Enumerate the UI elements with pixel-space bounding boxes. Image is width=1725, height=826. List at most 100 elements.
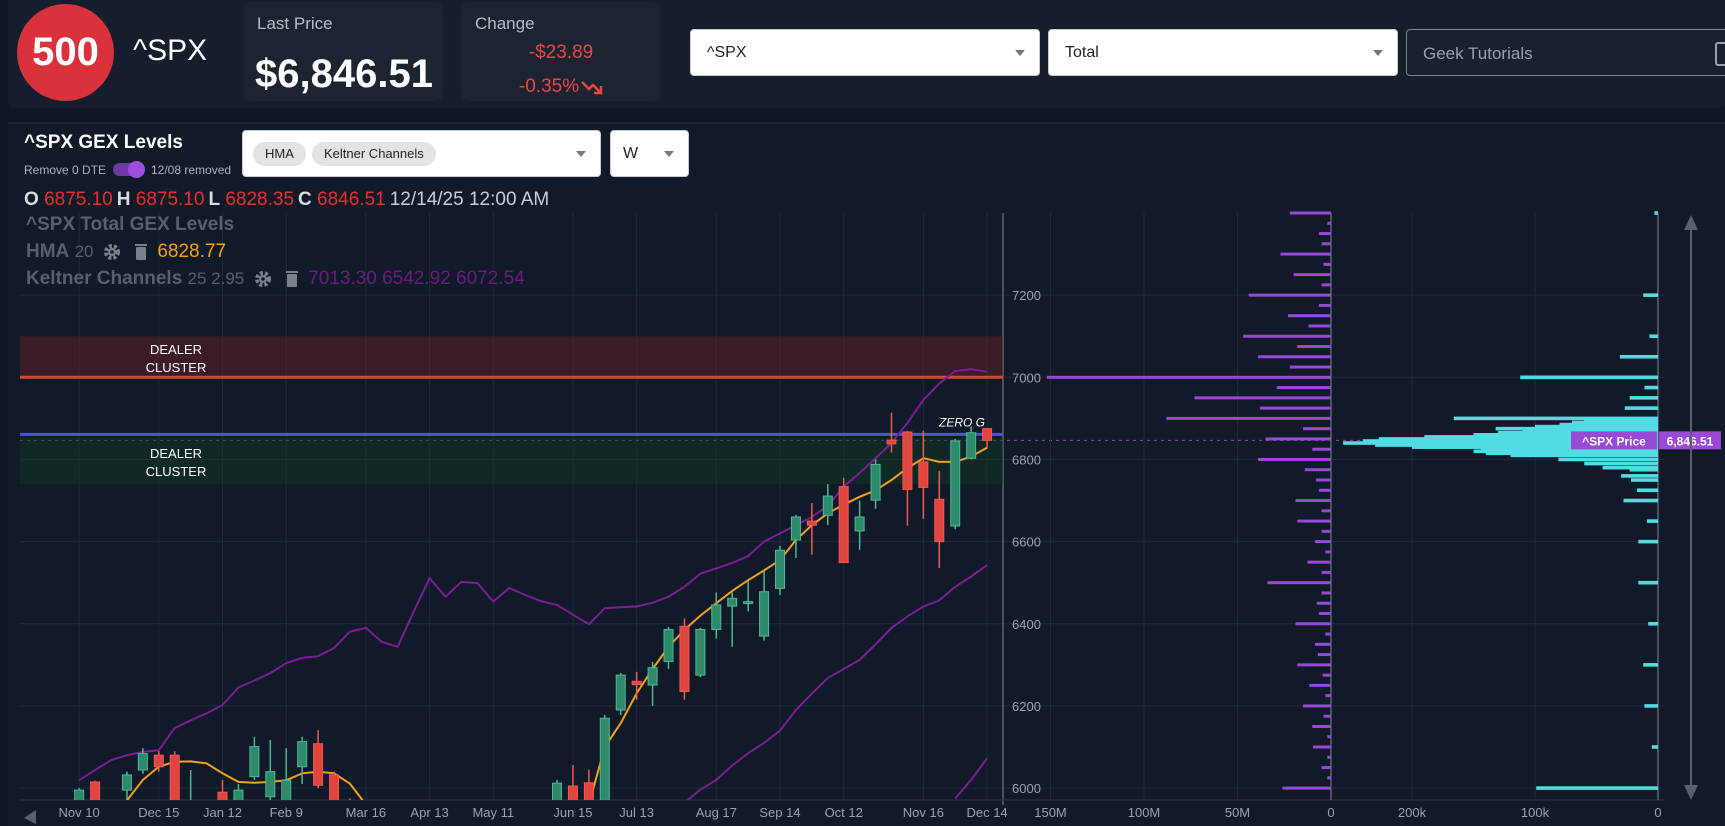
gex-bar <box>1289 211 1331 215</box>
candle <box>249 736 260 780</box>
dealer-cluster-upper-label-2: CLUSTER <box>146 360 207 375</box>
x-tick-label: Feb 9 <box>270 805 303 820</box>
gex-bar <box>1321 283 1331 287</box>
legend-hma-name: HMA <box>26 241 70 262</box>
x-tick-label: Nov 10 <box>59 805 100 820</box>
candle-body <box>169 754 180 800</box>
gex-bar <box>1309 683 1331 687</box>
high-value: 6875.10 <box>135 189 205 210</box>
candle <box>153 751 164 772</box>
candle <box>775 545 786 596</box>
indicator-chip-keltner[interactable]: Keltner Channels <box>312 142 436 166</box>
gear-icon[interactable] <box>254 270 272 288</box>
candle-body <box>615 674 626 711</box>
tutorials-search-input[interactable] <box>1421 40 1685 68</box>
candle <box>297 736 308 784</box>
low-label: L <box>208 189 221 210</box>
candle-body <box>249 746 260 778</box>
trash-icon[interactable] <box>134 243 148 261</box>
gex-bar <box>1302 704 1331 708</box>
candle-body <box>918 461 929 488</box>
gex-bar <box>1282 786 1331 790</box>
bar-timestamp: 12/14/25 12:00 AM <box>389 189 550 210</box>
candle-body <box>950 440 961 527</box>
arrow-up-icon[interactable] <box>1684 215 1698 230</box>
tutorials-search[interactable] <box>1406 29 1725 76</box>
close-value: 6846.51 <box>317 189 386 210</box>
indicator-chip-hma[interactable]: HMA <box>253 142 306 166</box>
gear-icon[interactable] <box>103 243 121 261</box>
gex-x-tick-label: 100M <box>1128 805 1161 820</box>
gex-bar <box>1318 303 1331 307</box>
candle <box>934 470 945 568</box>
oi-bar <box>1602 465 1658 470</box>
legend-hma: HMA 20 6828.77 <box>26 241 226 263</box>
indicator-select[interactable]: HMA Keltner Channels <box>242 130 601 177</box>
keltner-lower-line <box>685 564 988 800</box>
x-tick-label: Mar 16 <box>346 805 386 820</box>
legend-keltner-name: Keltner Channels <box>26 268 183 289</box>
x-tick-label: May 11 <box>472 805 514 820</box>
gex-bar <box>1308 324 1331 328</box>
arrow-down-icon[interactable] <box>1684 785 1698 800</box>
remove-0dte-toggle[interactable] <box>113 161 145 178</box>
candle <box>838 477 849 564</box>
gex-bar <box>1316 601 1331 605</box>
menu-icon[interactable] <box>1715 42 1725 66</box>
symbol-select[interactable]: ^SPX <box>690 29 1040 76</box>
timeframe-select[interactable]: W <box>610 130 689 177</box>
candle-body <box>806 520 817 526</box>
chevron-down-icon <box>1373 49 1383 56</box>
scroll-left-icon[interactable] <box>24 810 36 824</box>
open-label: O <box>24 189 39 210</box>
gex-bar <box>1307 560 1331 564</box>
candle-body <box>265 771 276 798</box>
gex-bar <box>1259 406 1331 410</box>
keltner-middle-line <box>954 757 988 800</box>
candle <box>265 740 276 800</box>
candle <box>583 769 594 800</box>
gex-type-select[interactable]: Total <box>1048 29 1398 76</box>
gex-bar <box>1295 499 1331 503</box>
axis-labels: 6000 6200 6400 6600 6800 7000 7200 Nov 10 Dec 15… <box>24 215 1698 824</box>
oi-bar <box>1584 461 1658 466</box>
x-tick-label: Aug 17 <box>696 805 737 820</box>
high-label: H <box>116 189 131 210</box>
oi-bar <box>1584 418 1658 423</box>
oi-bar <box>1654 211 1658 215</box>
low-value: 6828.35 <box>225 189 295 210</box>
candle-body <box>297 741 308 768</box>
gex-bar <box>1295 622 1331 626</box>
x-tick-label: Dec 14 <box>966 805 1007 820</box>
legend-series: ^SPX Total GEX Levels <box>26 214 234 236</box>
oi-bar <box>1424 435 1658 439</box>
oi-bar <box>1571 420 1658 425</box>
dealer-cluster-lower-label-2: CLUSTER <box>146 464 207 479</box>
gex-bar <box>1317 653 1331 657</box>
trash-icon[interactable] <box>285 270 299 288</box>
gex-bar <box>1293 273 1331 277</box>
candle <box>950 438 961 530</box>
candle <box>759 569 770 641</box>
change-percent: -0.35% <box>518 76 580 97</box>
oi-bar <box>1510 453 1658 458</box>
gex-bar <box>1314 540 1331 544</box>
oi-bar <box>1630 478 1658 482</box>
candle-body <box>982 428 993 441</box>
oi-bar <box>1649 334 1658 339</box>
candle <box>966 426 977 460</box>
oi-bar <box>1473 433 1658 437</box>
oi-bar <box>1536 786 1658 790</box>
oi-bar <box>1629 396 1658 400</box>
x-tick-label: Jan 12 <box>203 805 242 820</box>
oi-bar <box>1343 441 1658 445</box>
oi-bar <box>1638 580 1658 585</box>
x-tick-label: Oct 12 <box>825 805 863 820</box>
gex-bar <box>1312 447 1331 451</box>
gex-bar <box>1046 375 1331 379</box>
change-card: Change -$23.89 -0.35% <box>461 2 661 101</box>
gex-bar <box>1265 437 1331 441</box>
candle <box>854 500 865 550</box>
gex-bar <box>1304 468 1331 472</box>
